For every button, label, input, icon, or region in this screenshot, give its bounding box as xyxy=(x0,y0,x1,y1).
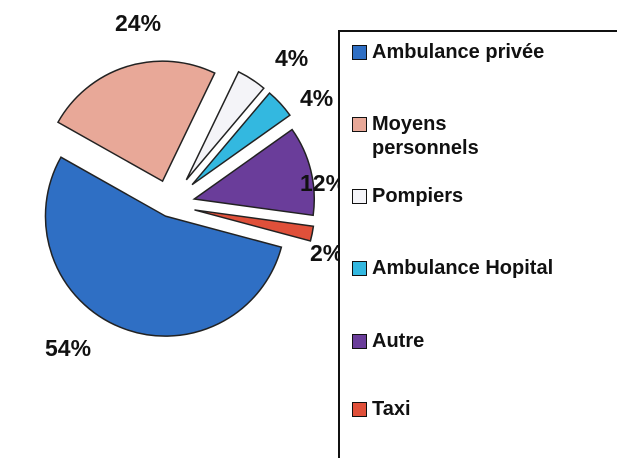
legend-swatch xyxy=(352,189,367,204)
pie-slice xyxy=(194,209,315,242)
pie-slice xyxy=(56,60,216,183)
data-label: 24% xyxy=(115,10,161,36)
pie-slice xyxy=(44,156,283,337)
legend-label: Autre xyxy=(372,330,425,352)
data-label: 4% xyxy=(275,45,308,71)
legend-item: Autre xyxy=(352,329,424,353)
legend-swatch xyxy=(352,45,367,60)
legend-item: Ambulance Hopital xyxy=(352,256,553,280)
data-label: 2% xyxy=(310,240,343,266)
legend-swatch xyxy=(352,402,367,417)
legend-label: Ambulance Hopital xyxy=(372,257,554,279)
legend-swatch xyxy=(352,261,367,276)
legend-label: Moyens personnels xyxy=(372,113,479,159)
legend-item: Moyens personnels xyxy=(352,112,522,160)
legend-item: Taxi xyxy=(352,397,411,421)
pie-slice xyxy=(191,91,291,186)
legend-label: Pompiers xyxy=(372,185,464,207)
legend-label: Taxi xyxy=(372,398,411,420)
pie-slice xyxy=(185,70,265,181)
legend-swatch xyxy=(352,334,367,349)
legend: Ambulance privée Moyens personnels Pompier… xyxy=(338,30,617,458)
data-label: 4% xyxy=(300,85,333,111)
legend-label: Ambulance privée xyxy=(372,41,545,63)
legend-item: Ambulance privée xyxy=(352,40,544,64)
data-label: 54% xyxy=(45,335,91,361)
legend-swatch xyxy=(352,117,367,132)
legend-item: Pompiers xyxy=(352,184,463,208)
pie-slice xyxy=(192,128,316,217)
